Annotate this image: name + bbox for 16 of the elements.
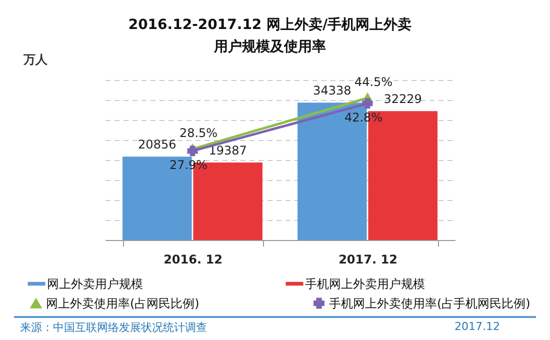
data-label: 20856 (138, 138, 176, 152)
x-tick-label: 2017. 12 (338, 252, 398, 266)
data-label: 44.5% (354, 75, 393, 89)
chart-title: 2016.12-2017.12 网上外卖/手机网上外卖用户规模及使用率 (128, 16, 412, 57)
data-label: 19387 (208, 143, 247, 158)
data-label: 28.5% (179, 126, 218, 140)
x-tick-label: 2016. 12 (164, 252, 222, 266)
legend-label: 网上外卖使用率(占网民比例) (46, 296, 200, 311)
source-note: 来源：中国互联网络发展状况统计调查 (20, 320, 207, 335)
y-axis-title: 万人 (22, 52, 48, 66)
legend-label: 网上外卖用户规模 (47, 276, 143, 291)
data-label: 34338 (313, 84, 352, 98)
data-label: 32229 (384, 92, 422, 106)
legend-label: 手机网上外卖使用率(占手机网民比例) (329, 296, 530, 310)
text: 2017.12 (454, 320, 500, 333)
legend-label: 手机网上外卖用户规模 (305, 276, 425, 291)
